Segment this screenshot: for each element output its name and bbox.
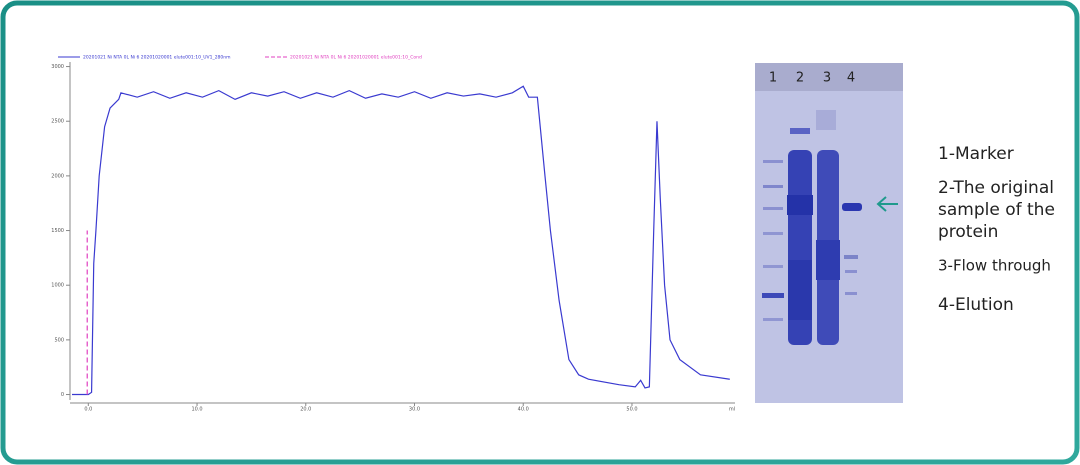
y-tick-label: 500 bbox=[54, 337, 64, 343]
key-label: 1-Marker bbox=[938, 144, 1014, 164]
x-tick-label: 50.0 bbox=[626, 407, 637, 413]
x-unit-label: ml bbox=[729, 407, 735, 413]
legend-label: 20201021 Ni NTA 0L Ni 6 20201020001 elut… bbox=[83, 55, 231, 61]
lane-label: 4 bbox=[847, 71, 855, 86]
y-tick-label: 2500 bbox=[51, 119, 64, 125]
key-label: 3-Flow through bbox=[938, 257, 1051, 275]
arrow bbox=[876, 196, 898, 212]
line-series bbox=[72, 85, 730, 396]
x-tick-label: 30.0 bbox=[409, 407, 420, 413]
y-tick-label: 3000 bbox=[51, 64, 64, 70]
key-label: 4-Elution bbox=[938, 295, 1014, 315]
y-tick-label: 0 bbox=[61, 392, 64, 398]
lane-label: 1 bbox=[769, 71, 777, 86]
key-label: 2-The original bbox=[938, 178, 1054, 198]
key-label: sample of the bbox=[938, 200, 1055, 220]
lane-label: 2 bbox=[796, 71, 804, 86]
legend-label: 20201021 Ni NTA 0L Ni 6 20201020001 elut… bbox=[290, 55, 422, 61]
lane-label: 3 bbox=[823, 71, 831, 86]
key-label: protein bbox=[938, 222, 998, 242]
gel-image bbox=[755, 63, 903, 403]
x-tick-label: 20.0 bbox=[300, 407, 311, 413]
x-tick-label: 40.0 bbox=[518, 407, 529, 413]
y-tick-label: 1000 bbox=[51, 283, 64, 289]
x-tick-label: 10.0 bbox=[191, 407, 202, 413]
y-tick-label: 2000 bbox=[51, 173, 64, 179]
y-tick-label: 1500 bbox=[51, 228, 64, 234]
x-tick-label: 0.0 bbox=[84, 407, 92, 413]
